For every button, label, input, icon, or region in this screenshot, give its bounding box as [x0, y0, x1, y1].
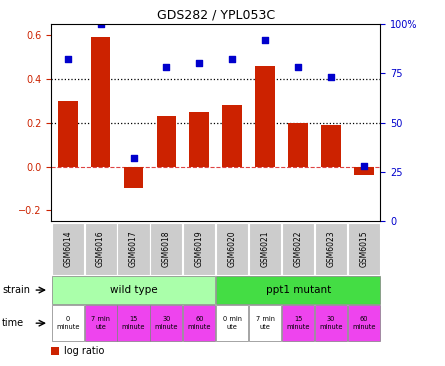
Point	[360, 163, 368, 169]
Point	[262, 37, 269, 42]
Text: 30
minute: 30 minute	[320, 317, 343, 330]
Text: GSM6014: GSM6014	[63, 231, 72, 267]
Bar	[354, 167, 374, 175]
Point	[196, 60, 203, 66]
Bar	[157, 116, 176, 167]
Text: GSM6018: GSM6018	[162, 231, 171, 267]
Text: wild type: wild type	[109, 285, 158, 295]
Text: 15
minute: 15 minute	[122, 317, 145, 330]
Bar	[222, 105, 242, 167]
Text: GSM6017: GSM6017	[129, 231, 138, 267]
Bar	[58, 101, 77, 167]
Text: GSM6021: GSM6021	[261, 231, 270, 267]
Text: GSM6019: GSM6019	[195, 231, 204, 267]
Text: time: time	[2, 318, 24, 328]
Point	[163, 64, 170, 70]
Text: 7 min
ute: 7 min ute	[91, 317, 110, 330]
Point	[130, 155, 137, 161]
Text: GSM6015: GSM6015	[360, 231, 368, 267]
Title: GDS282 / YPL053C: GDS282 / YPL053C	[157, 8, 275, 21]
Text: GSM6016: GSM6016	[96, 231, 105, 267]
Bar	[255, 66, 275, 167]
Point	[97, 21, 104, 27]
Point	[64, 56, 71, 62]
Text: GSM6022: GSM6022	[294, 231, 303, 267]
Point	[229, 56, 236, 62]
Bar	[321, 125, 341, 167]
Text: log ratio: log ratio	[64, 346, 104, 356]
Text: ppt1 mutant: ppt1 mutant	[266, 285, 331, 295]
Text: 7 min
ute: 7 min ute	[256, 317, 275, 330]
Text: 0 min
ute: 0 min ute	[223, 317, 242, 330]
Text: 0
minute: 0 minute	[56, 317, 79, 330]
Text: strain: strain	[2, 285, 30, 295]
Bar	[91, 37, 110, 167]
Point	[295, 64, 302, 70]
Bar	[288, 123, 308, 167]
Text: 15
minute: 15 minute	[287, 317, 310, 330]
Text: GSM6020: GSM6020	[228, 231, 237, 267]
Point	[328, 74, 335, 80]
Bar	[190, 112, 209, 167]
Text: 60
minute: 60 minute	[352, 317, 376, 330]
Text: 30
minute: 30 minute	[155, 317, 178, 330]
Text: 60
minute: 60 minute	[188, 317, 211, 330]
Text: GSM6023: GSM6023	[327, 231, 336, 267]
Bar	[124, 167, 143, 188]
